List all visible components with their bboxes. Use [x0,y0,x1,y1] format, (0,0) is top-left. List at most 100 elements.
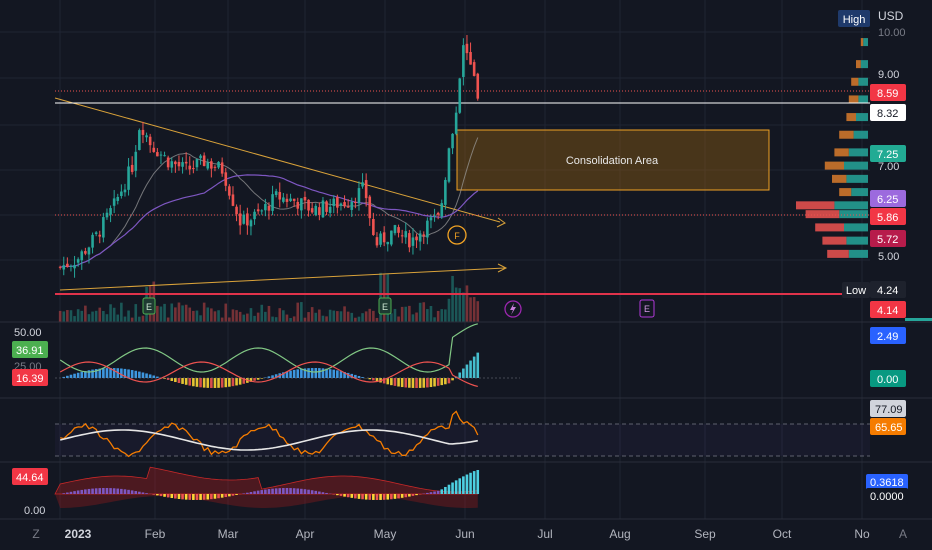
candle-body [231,194,235,206]
earnings-lightning-icon[interactable] [504,300,522,318]
oscillator-bar [163,494,166,497]
candle-body [69,265,73,267]
price-badge-text: 4.24 [877,285,898,297]
volume-bar [303,317,307,322]
dividend-marker[interactable]: F [447,225,467,245]
macd-histogram-bar [336,370,339,378]
consolidation-zone-rect[interactable] [456,129,770,191]
candle-body [433,215,436,217]
oscillator-bar [462,476,465,494]
candlestick [109,205,112,223]
candle-body [422,234,426,236]
timezone-button[interactable]: Z [32,527,39,541]
oscillator-bar [274,488,278,494]
oscillator-bar [188,494,192,500]
candle-body [102,217,105,238]
volume-bars [58,272,480,322]
candle-body [220,162,224,174]
candle-body [375,237,379,246]
candlestick [69,264,73,272]
consolidation-zone[interactable]: Consolidation Area [456,129,770,191]
volume-bar [174,307,177,322]
macd-histogram-bar [249,378,253,382]
candlestick [447,147,451,184]
candlestick [310,202,314,214]
event-marker-aug[interactable]: E [639,299,655,318]
macd-histogram-bar [285,371,289,378]
volume-bar [195,310,199,322]
candlestick [307,199,310,217]
candlestick [408,229,411,253]
candle-body [379,233,382,245]
candle-body [472,62,476,76]
time-axis[interactable]: 2023 Feb Mar Apr May Jun Jul Aug Sep Oct No [65,527,870,541]
candle-body [274,191,278,195]
volume-bar [346,311,350,322]
oscillator-bar [465,474,469,494]
volume-bar [134,304,138,322]
volume-bar [271,316,274,322]
macd-histogram-bar [202,378,206,388]
volume-bar [368,308,372,322]
volume-bar [390,313,393,322]
volume-bar [415,312,418,322]
oscillator-bar [404,494,408,498]
candle-body [260,210,264,212]
volume-bar [292,316,296,322]
volume-bar [465,285,469,322]
macd-histogram-bar [354,374,357,378]
event-marker-jan[interactable]: E [142,297,156,315]
auto-scale-button[interactable]: A [899,527,907,541]
candlestick [130,156,134,175]
oscillator-bar [156,494,159,496]
oscillator-bar [192,494,195,500]
oscillator-bar [321,492,325,494]
macd-histogram-bar [163,378,166,379]
candle-body [458,78,462,113]
svg-text:High: High [843,14,866,26]
candlestick [296,197,300,216]
candle-body [141,129,145,135]
volume-bar [436,310,440,322]
candlestick [415,233,418,248]
candlestick [382,226,386,247]
oscillator-bar [444,486,447,494]
oscillator-bar [87,488,91,494]
candle-body [206,162,210,169]
resistance-trendline [54,97,501,223]
oscillator-bar [105,488,109,494]
candle-body [321,200,325,218]
volume-bar [109,304,112,322]
candle-body [390,230,393,245]
oscillator-bar [393,494,397,499]
event-marker-may[interactable]: E [378,297,392,315]
svg-text:E: E [644,304,650,314]
oscillator-bar [350,494,354,498]
candlestick [397,224,400,238]
profile-buy-bar [853,130,868,139]
volume-bar [58,310,62,322]
candlestick [393,224,397,236]
candlestick [195,158,199,171]
candlestick [145,132,148,143]
oscillator-bar [184,494,188,500]
macd-histogram-bar [80,371,84,378]
candle-body [278,192,282,200]
rsi-panel [55,410,870,458]
volume-bar [253,315,256,322]
main-overlays [54,90,870,295]
candle-body [469,52,472,65]
volume-bar [300,302,303,322]
volume-bar [249,308,253,322]
oscillator-bar [476,470,480,494]
volume-bar [364,311,368,322]
candle-body [300,198,303,211]
candlestick [282,192,285,204]
profile-buy-bar [856,113,868,122]
volume-bar [444,309,447,322]
macd-histogram-bar [426,378,429,388]
macd-left-badge: 16.39 [12,369,48,386]
osc-right-badge: 0.3618 [866,474,908,490]
price-axis[interactable]: USD High 10.00 9.00 7.00 5.00 Low [838,9,906,298]
